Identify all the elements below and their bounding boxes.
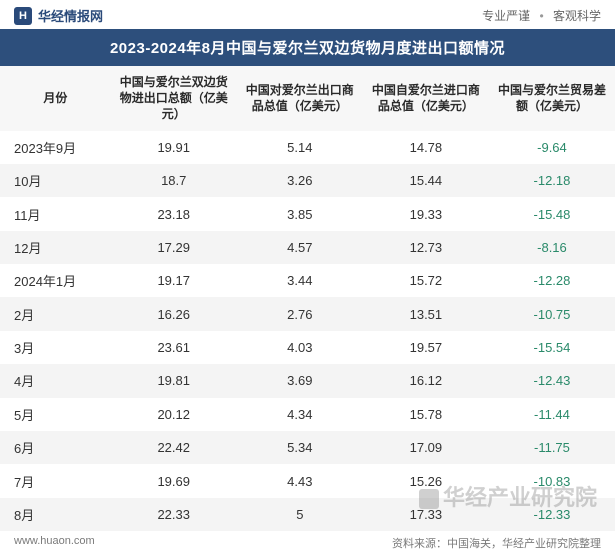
cell-import: 15.72 [363,264,489,297]
brand-logo-icon: H [14,7,32,25]
cell-export: 4.57 [237,231,363,264]
cell-total: 17.29 [111,231,237,264]
cell-total: 22.33 [111,498,237,531]
cell-export: 3.85 [237,197,363,230]
col-header-import: 中国自爱尔兰进口商品总值（亿美元） [363,66,489,131]
footer: www.huaon.com 资料来源：中国海关，华经产业研究院整理 [0,531,615,555]
table-row: 8月22.33517.33-12.33 [0,498,615,531]
cell-total: 19.91 [111,131,237,164]
data-table-container: 月份 中国与爱尔兰双边货物进出口总额（亿美元） 中国对爱尔兰出口商品总值（亿美元… [0,66,615,531]
page-title: 2023-2024年8月中国与爱尔兰双边货物月度进出口额情况 [0,29,615,66]
cell-balance: -8.16 [489,231,615,264]
cell-export: 5.14 [237,131,363,164]
cell-balance: -12.43 [489,364,615,397]
cell-import: 14.78 [363,131,489,164]
cell-balance: -9.64 [489,131,615,164]
cell-balance: -10.83 [489,464,615,497]
table-row: 10月18.73.2615.44-12.18 [0,164,615,197]
col-header-export: 中国对爱尔兰出口商品总值（亿美元） [237,66,363,131]
cell-balance: -15.54 [489,331,615,364]
cell-total: 18.7 [111,164,237,197]
tagline-left: 专业严谨 [482,9,530,23]
cell-total: 19.69 [111,464,237,497]
cell-import: 15.78 [363,398,489,431]
cell-month: 7月 [0,464,111,497]
table-row: 6月22.425.3417.09-11.75 [0,431,615,464]
cell-export: 5.34 [237,431,363,464]
table-row: 3月23.614.0319.57-15.54 [0,331,615,364]
cell-total: 22.42 [111,431,237,464]
cell-total: 19.17 [111,264,237,297]
cell-export: 3.44 [237,264,363,297]
footer-source: 资料来源：中国海关，华经产业研究院整理 [392,535,601,551]
cell-export: 2.76 [237,297,363,330]
cell-import: 12.73 [363,231,489,264]
cell-export: 5 [237,498,363,531]
cell-month: 11月 [0,197,111,230]
cell-import: 13.51 [363,297,489,330]
cell-balance: -10.75 [489,297,615,330]
table-row: 2023年9月19.915.1414.78-9.64 [0,131,615,164]
tagline-right: 客观科学 [553,9,601,23]
cell-month: 10月 [0,164,111,197]
cell-total: 23.61 [111,331,237,364]
table-header-row: 月份 中国与爱尔兰双边货物进出口总额（亿美元） 中国对爱尔兰出口商品总值（亿美元… [0,66,615,131]
cell-month: 6月 [0,431,111,464]
cell-balance: -15.48 [489,197,615,230]
brand-name: 华经情报网 [38,6,103,25]
cell-total: 20.12 [111,398,237,431]
col-header-balance: 中国与爱尔兰贸易差额（亿美元） [489,66,615,131]
cell-total: 19.81 [111,364,237,397]
footer-site: www.huaon.com [14,535,95,551]
cell-export: 3.26 [237,164,363,197]
table-row: 4月19.813.6916.12-12.43 [0,364,615,397]
cell-import: 16.12 [363,364,489,397]
cell-month: 4月 [0,364,111,397]
cell-balance: -11.75 [489,431,615,464]
cell-import: 17.33 [363,498,489,531]
table-row: 2月16.262.7613.51-10.75 [0,297,615,330]
cell-month: 3月 [0,331,111,364]
cell-import: 15.26 [363,464,489,497]
table-row: 12月17.294.5712.73-8.16 [0,231,615,264]
cell-balance: -11.44 [489,398,615,431]
cell-month: 2024年1月 [0,264,111,297]
cell-export: 4.34 [237,398,363,431]
cell-month: 2023年9月 [0,131,111,164]
cell-import: 17.09 [363,431,489,464]
cell-import: 19.33 [363,197,489,230]
cell-balance: -12.28 [489,264,615,297]
table-row: 7月19.694.4315.26-10.83 [0,464,615,497]
cell-month: 2月 [0,297,111,330]
col-header-month: 月份 [0,66,111,131]
cell-month: 8月 [0,498,111,531]
table-row: 5月20.124.3415.78-11.44 [0,398,615,431]
cell-balance: -12.18 [489,164,615,197]
table-row: 2024年1月19.173.4415.72-12.28 [0,264,615,297]
cell-total: 23.18 [111,197,237,230]
cell-total: 16.26 [111,297,237,330]
cell-export: 4.03 [237,331,363,364]
data-table: 月份 中国与爱尔兰双边货物进出口总额（亿美元） 中国对爱尔兰出口商品总值（亿美元… [0,66,615,531]
brand-block: H 华经情报网 [14,6,103,25]
cell-balance: -12.33 [489,498,615,531]
cell-import: 15.44 [363,164,489,197]
table-row: 11月23.183.8519.33-15.48 [0,197,615,230]
cell-export: 4.43 [237,464,363,497]
top-bar: H 华经情报网 专业严谨 • 客观科学 [0,0,615,29]
col-header-total: 中国与爱尔兰双边货物进出口总额（亿美元） [111,66,237,131]
cell-import: 19.57 [363,331,489,364]
tagline: 专业严谨 • 客观科学 [482,7,601,24]
cell-export: 3.69 [237,364,363,397]
cell-month: 12月 [0,231,111,264]
cell-month: 5月 [0,398,111,431]
divider-dot-icon: • [539,9,543,23]
